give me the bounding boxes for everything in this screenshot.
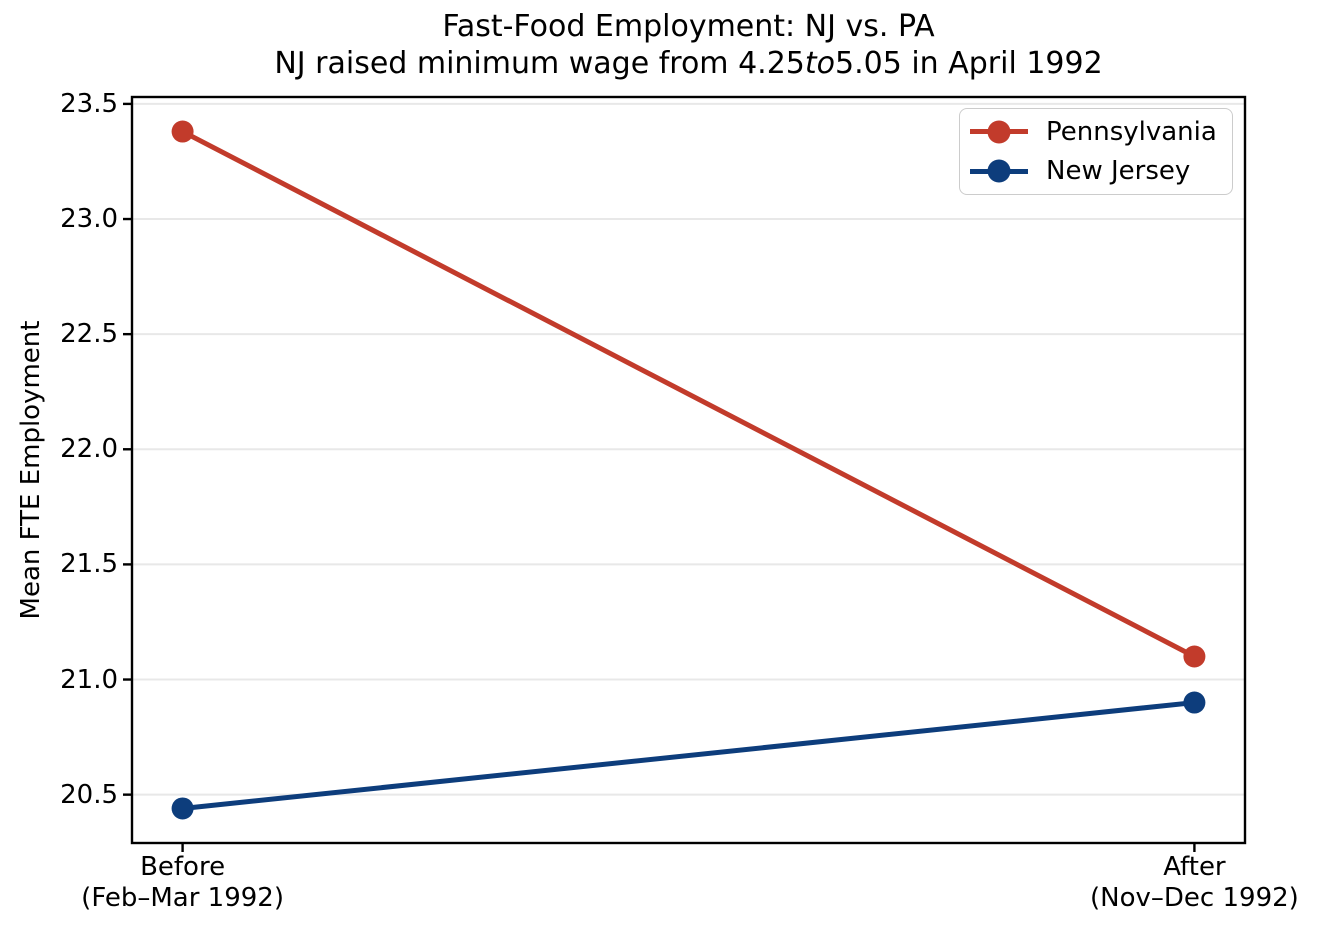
chart-title-block: Fast-Food Employment: NJ vs. PA NJ raise… xyxy=(132,8,1245,82)
data-point-pennsylvania-1 xyxy=(1183,645,1206,668)
axes-spine-box xyxy=(130,95,1247,845)
legend: Pennsylvania New Jersey xyxy=(959,108,1233,195)
data-point-pennsylvania-0 xyxy=(171,120,194,143)
wage-from-value: 4.25 xyxy=(738,46,805,81)
legend-marker-icon xyxy=(987,120,1011,144)
y-tick-label: 23.0 xyxy=(60,204,118,235)
legend-marker-icon xyxy=(987,159,1011,183)
x-tick-label-line1: Before xyxy=(140,852,226,882)
data-point-new-jersey-1 xyxy=(1183,691,1206,714)
y-tick-label: 20.5 xyxy=(60,779,118,810)
x-tick-label-line2: (Feb–Mar 1992) xyxy=(81,883,284,913)
y-tick-label: 22.5 xyxy=(60,319,118,350)
legend-line-sample xyxy=(970,159,1028,183)
chart-subtitle: NJ raised minimum wage from 4.25to5.05 i… xyxy=(274,46,1103,81)
x-tick-label: After (Nov–Dec 1992) xyxy=(1014,852,1320,914)
chart-title: Fast-Food Employment: NJ vs. PA xyxy=(442,9,935,44)
y-tick-label: 21.5 xyxy=(60,549,118,580)
data-point-new-jersey-0 xyxy=(171,797,194,820)
x-tick-label: Before (Feb–Mar 1992) xyxy=(3,852,363,914)
y-tick-label: 23.5 xyxy=(60,88,118,119)
legend-label: Pennsylvania xyxy=(1046,116,1217,147)
legend-label: New Jersey xyxy=(1046,156,1191,187)
series-line-new-jersey xyxy=(180,700,1197,811)
legend-item-pennsylvania: Pennsylvania xyxy=(970,112,1222,152)
x-tick-label-line1: After xyxy=(1163,852,1226,882)
series-line-pennsylvania xyxy=(180,129,1197,659)
y-tick-label: 22.0 xyxy=(60,434,118,465)
wage-to-value: 5.05 xyxy=(835,46,902,81)
x-tick-label-line2: (Nov–Dec 1992) xyxy=(1090,883,1299,913)
legend-item-new-jersey: New Jersey xyxy=(970,152,1222,192)
legend-line-sample xyxy=(970,120,1028,144)
y-axis-label: Mean FTE Employment xyxy=(16,320,46,620)
italic-to-word: to xyxy=(804,46,835,81)
y-tick-label: 21.0 xyxy=(60,664,118,695)
